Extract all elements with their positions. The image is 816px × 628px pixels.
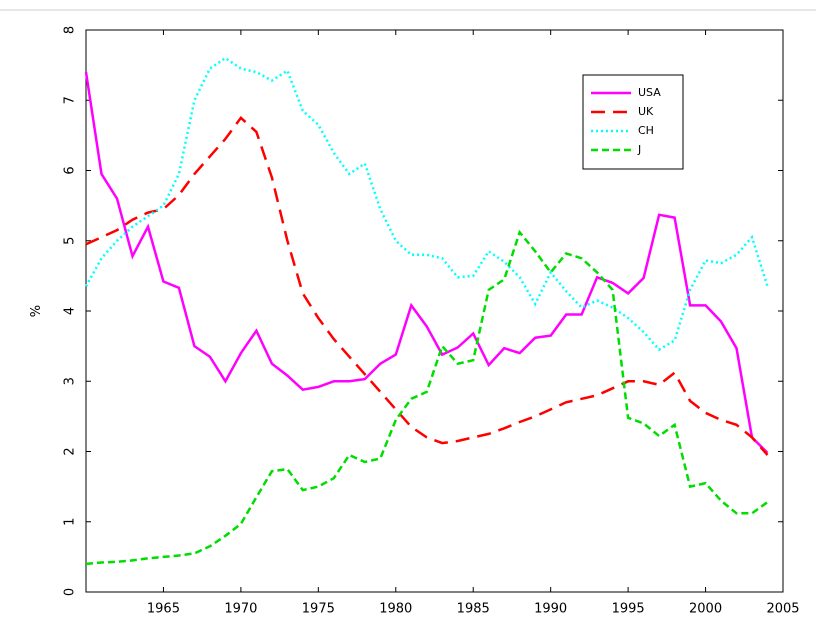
x-tick-label: 1980 <box>379 602 412 617</box>
legend-box <box>582 74 684 170</box>
x-tick-label: 1970 <box>224 602 257 617</box>
y-axis-label: % <box>29 305 44 317</box>
legend-label: USA <box>638 86 661 99</box>
x-tick-label: 2000 <box>689 602 722 617</box>
x-tick-label: 1985 <box>457 602 490 617</box>
data-line <box>85 229 769 566</box>
legend-label: J <box>637 143 641 156</box>
y-tick-label: 8 <box>63 26 78 34</box>
y-tick-label: 4 <box>63 307 78 315</box>
y-tick-label: 1 <box>63 518 78 526</box>
legend-label: UK <box>638 105 654 118</box>
y-tick-label: 2 <box>63 447 78 455</box>
legend-label: CH <box>638 124 654 137</box>
data-line <box>84 71 769 454</box>
x-tick-label: 1995 <box>612 602 645 617</box>
x-tick-label: 1965 <box>147 602 180 617</box>
data-line <box>85 115 769 456</box>
x-tick-label: 1975 <box>302 602 335 617</box>
x-tick-label: 2005 <box>766 602 799 617</box>
y-tick-label: 7 <box>63 96 78 104</box>
y-tick-label: 3 <box>63 377 78 385</box>
data-line <box>84 56 769 352</box>
x-tick-label: 1990 <box>534 602 567 617</box>
y-tick-label: 0 <box>63 588 78 596</box>
y-tick-label: 6 <box>63 166 78 174</box>
y-tick-label: 5 <box>63 237 78 245</box>
